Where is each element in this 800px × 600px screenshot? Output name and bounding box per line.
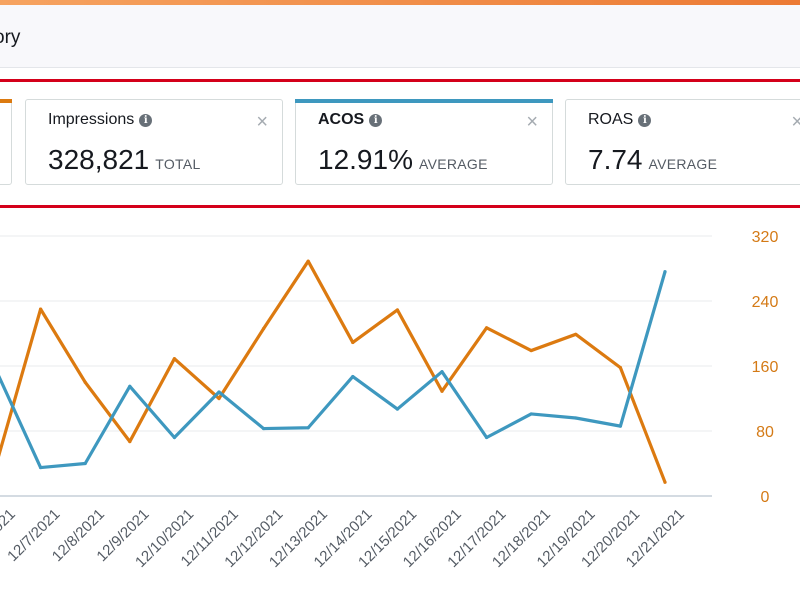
data-point: [172, 357, 176, 361]
data-point: [306, 259, 310, 263]
metric-label-wrap: Impressions i: [48, 111, 153, 129]
info-icon[interactable]: i: [638, 114, 652, 127]
data-point: [351, 374, 355, 379]
close-icon[interactable]: ×: [791, 111, 800, 133]
data-point: [485, 435, 489, 440]
chart-gridlines: [0, 235, 712, 432]
metric-card-impressions[interactable]: Impressions i × 328,821 TOTAL: [25, 99, 283, 185]
metric-card-accent: [295, 99, 553, 103]
metric-suffix: TOTAL: [155, 156, 201, 172]
right-axis-tick-label: 80: [756, 424, 774, 441]
series-line: [0, 270, 667, 470]
data-point: [529, 412, 533, 416]
performance-line-chart: 0801602403206/202112/7/202112/8/202112/9…: [0, 229, 779, 571]
info-icon[interactable]: i: [369, 114, 383, 127]
data-point: [529, 348, 533, 353]
metric-card-roas[interactable]: ROAS i × 7.74 AVERAGE: [565, 99, 800, 185]
top-accent-bar: [0, 0, 800, 5]
metric-value-wrap: 7.74 AVERAGE: [588, 144, 717, 176]
data-point: [485, 326, 489, 330]
metric-value-wrap: 12.91% AVERAGE: [318, 144, 488, 176]
metric-value: 7.74: [588, 144, 643, 175]
data-point: [262, 327, 266, 331]
right-axis-tick-label: 160: [752, 359, 779, 376]
data-point: [395, 308, 399, 312]
data-point: [395, 407, 399, 411]
highlight-line-bottom: [0, 205, 800, 208]
metric-card-accent: [0, 99, 12, 103]
metric-suffix: AVERAGE: [418, 156, 488, 172]
header-title-fragment: ory: [0, 27, 21, 48]
data-point: [351, 340, 355, 345]
data-point: [39, 465, 43, 470]
data-point: [39, 307, 43, 311]
info-icon[interactable]: i: [139, 114, 153, 127]
metric-label: Impressions: [48, 111, 135, 128]
metric-card-acos[interactable]: ACOS i × 12.91% AVERAGE: [295, 99, 553, 185]
metric-label-wrap: ACOS i: [318, 111, 383, 129]
metric-label: ACOS: [318, 111, 365, 128]
data-point: [83, 461, 87, 466]
data-point: [83, 380, 87, 384]
metric-value: 12.91%: [318, 144, 413, 175]
data-point: [128, 439, 132, 444]
data-point: [440, 370, 444, 374]
data-point: [440, 389, 444, 393]
metric-suffix: AVERAGE: [648, 156, 718, 172]
series-line: [0, 259, 667, 484]
data-point: [128, 384, 132, 388]
metrics-highlight-band: Impressions i × 328,821 TOTAL ACOS i × 12.9…: [0, 79, 800, 209]
right-axis-tick-label: 320: [752, 229, 779, 246]
metric-label: ROAS: [588, 111, 634, 128]
right-axis-tick-label: 240: [752, 294, 779, 311]
data-point: [306, 426, 310, 430]
right-axis-tick-label: 0: [761, 489, 770, 506]
metric-value-wrap: 328,821 TOTAL: [48, 144, 201, 176]
data-point: [217, 396, 221, 401]
data-point: [618, 424, 623, 428]
metric-card-partial[interactable]: [0, 99, 12, 185]
metric-value: 328,821: [48, 144, 150, 175]
header-bar: ory: [0, 5, 800, 68]
data-point: [262, 426, 266, 431]
data-point: [663, 480, 667, 484]
highlight-line-top: [0, 79, 800, 82]
data-point: [574, 416, 578, 420]
close-icon[interactable]: ×: [256, 111, 268, 133]
data-point: [618, 366, 623, 370]
data-point: [172, 435, 176, 440]
data-point: [574, 332, 578, 336]
chart-series: [0, 259, 667, 484]
data-point: [663, 270, 667, 274]
metric-label-wrap: ROAS i: [588, 111, 652, 129]
data-point: [217, 390, 221, 394]
close-icon[interactable]: ×: [526, 111, 538, 133]
